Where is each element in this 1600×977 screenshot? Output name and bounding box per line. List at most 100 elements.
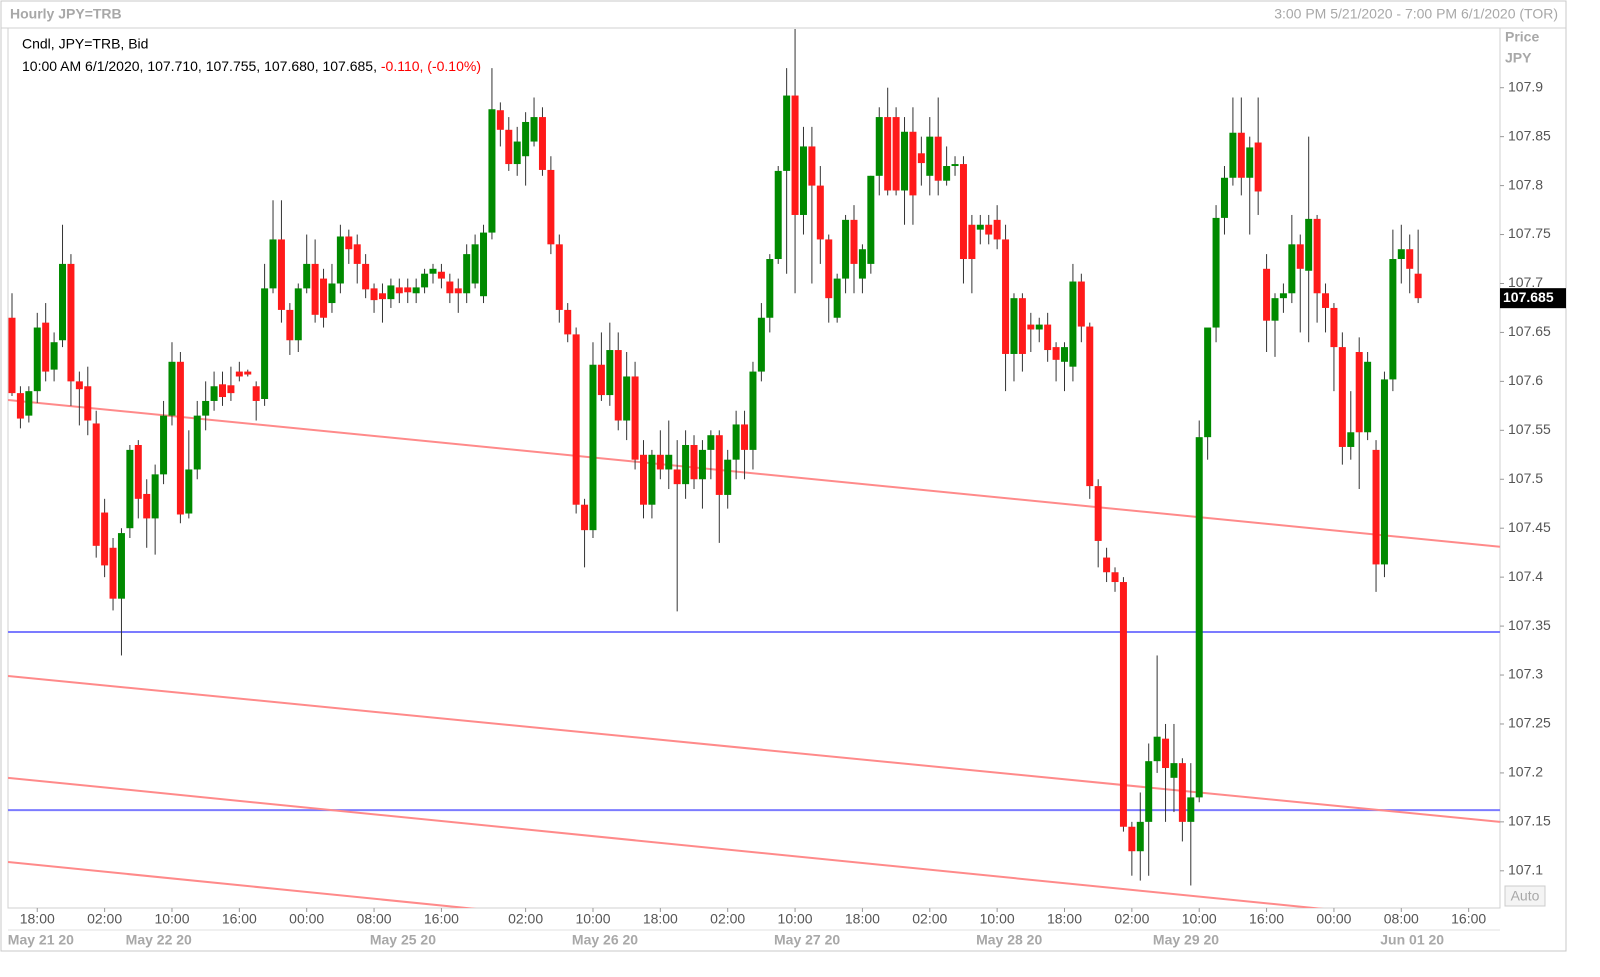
auto-button-label[interactable]: Auto: [1511, 888, 1540, 904]
candle-body: [1372, 449, 1380, 565]
candle-body: [892, 117, 900, 191]
candle-body: [219, 384, 226, 398]
candle-body: [581, 504, 589, 531]
y-tick-label: 107.7: [1508, 274, 1543, 290]
y-tick-label: 107.85: [1508, 127, 1551, 143]
candle-body: [901, 131, 909, 191]
candle-body: [101, 512, 109, 566]
candle-body: [1145, 761, 1153, 822]
candle-body: [1052, 347, 1060, 360]
candle-body: [75, 381, 83, 390]
candle-body: [1170, 763, 1178, 778]
candle-body: [1027, 324, 1035, 330]
legend-line: 10:00 AM 6/1/2020, 107.710, 107.755, 107…: [22, 58, 481, 74]
candle-body: [623, 376, 631, 421]
candle-body: [1330, 307, 1338, 348]
x-tick-label: 16:00: [1451, 911, 1486, 927]
x-tick-label: 18:00: [20, 911, 55, 927]
candle-body: [84, 386, 92, 421]
candle-body: [774, 170, 782, 260]
candle-body: [665, 454, 673, 470]
candle-body: [1153, 736, 1161, 762]
candle-body: [614, 350, 622, 421]
y-tick-label: 107.3: [1508, 666, 1543, 682]
candle-body: [370, 288, 378, 301]
x-tick-label: 00:00: [1316, 911, 1351, 927]
candle-body: [1010, 298, 1018, 354]
date-label: May 25 20: [370, 932, 436, 948]
candle-body: [1111, 572, 1119, 583]
candle-body: [269, 239, 277, 289]
date-label: May 28 20: [976, 932, 1042, 948]
candle-body: [286, 309, 294, 341]
candle-body: [378, 293, 386, 300]
candle-body: [505, 129, 513, 165]
candle-body: [749, 371, 757, 450]
candle-body: [244, 371, 252, 375]
candle-body: [311, 263, 319, 315]
y-tick-label: 107.8: [1508, 176, 1543, 192]
candle-body: [825, 239, 833, 299]
chart-title: Hourly JPY=TRB: [10, 6, 122, 22]
y-tick-label: 107.45: [1508, 519, 1551, 535]
candle-body: [252, 386, 260, 401]
candle-body: [160, 415, 168, 475]
candle-body: [589, 364, 597, 531]
auto-button[interactable]: [1504, 885, 1546, 907]
candle-body: [1204, 327, 1212, 438]
candle-body: [564, 309, 572, 335]
x-tick-label: 18:00: [1047, 911, 1082, 927]
candle-body: [530, 117, 538, 142]
candle-body: [480, 232, 488, 297]
candle-body: [176, 361, 184, 515]
candle-body: [59, 263, 67, 341]
x-tick-label: 18:00: [643, 911, 678, 927]
candle-body: [353, 244, 361, 264]
candle-body: [816, 185, 824, 240]
candle-body: [833, 278, 841, 318]
candle-body: [513, 141, 521, 165]
plot-area: [7, 27, 1501, 909]
y-axis-label: JPY: [1505, 50, 1532, 66]
legend-change: -0.110, (-0.10%): [381, 58, 481, 74]
x-tick-label: 02:00: [87, 911, 122, 927]
candle-body: [741, 424, 749, 450]
candle-body: [867, 175, 875, 264]
candle-body: [842, 219, 850, 279]
candle-body: [1002, 239, 1010, 354]
candle-body: [50, 342, 58, 370]
candle-body: [1187, 797, 1195, 822]
candle-body: [690, 444, 698, 480]
date-label: May 27 20: [774, 932, 840, 948]
candle-body: [640, 454, 647, 505]
last-price-box: [1500, 288, 1566, 309]
legend-title: Cndl, JPY=TRB, Bid: [22, 36, 148, 52]
candle-body: [134, 444, 142, 499]
candle-body: [1094, 486, 1102, 541]
plot: [8, 28, 1500, 908]
candle-body: [437, 271, 445, 279]
date-label: May 26 20: [572, 932, 638, 948]
x-tick-label: 16:00: [222, 911, 257, 927]
x-tick-label: 08:00: [357, 911, 392, 927]
candle-body: [799, 146, 807, 215]
x-tick-label: 08:00: [1384, 911, 1419, 927]
y-tick-label: 107.6: [1508, 372, 1543, 388]
candle-body: [446, 281, 454, 294]
candle-body: [934, 136, 942, 181]
x-tick-label: 10:00: [980, 911, 1015, 927]
candle-body: [1364, 361, 1372, 433]
x-tick-label: 00:00: [289, 911, 324, 927]
x-tick-label: 02:00: [912, 911, 947, 927]
candle-body: [1086, 326, 1094, 487]
x-tick-label: 16:00: [1249, 911, 1284, 927]
candle-body: [387, 285, 395, 300]
candle-body: [959, 164, 967, 260]
y-tick-label: 107.55: [1508, 421, 1551, 437]
candle-body: [193, 415, 201, 470]
x-tick-label: 02:00: [710, 911, 745, 927]
candle-body: [336, 236, 344, 284]
candle-body: [303, 263, 311, 289]
trend-line: [8, 776, 1324, 908]
x-tick-label: 18:00: [845, 911, 880, 927]
